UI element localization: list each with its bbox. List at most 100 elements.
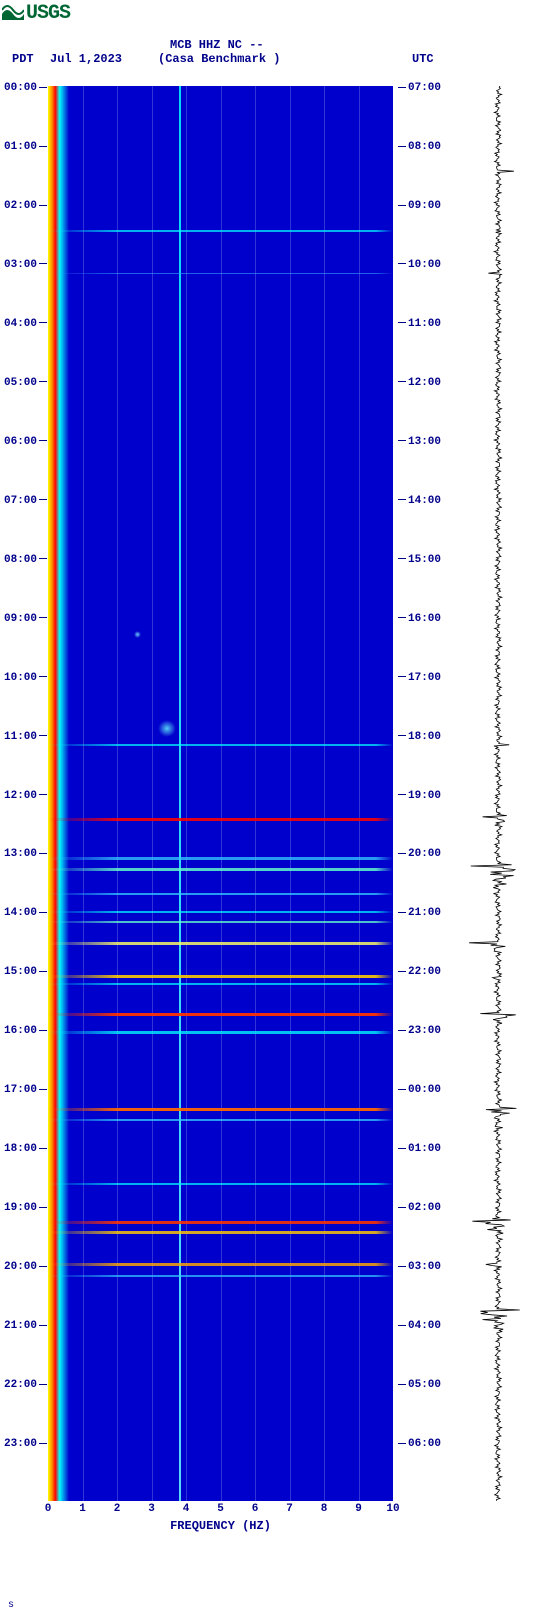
right-time-tick: 11:00: [398, 318, 441, 330]
right-time-tick: 19:00: [398, 790, 441, 802]
grid-line: [152, 86, 153, 1501]
x-tick: 4: [183, 1503, 190, 1515]
tz-left-label: PDT: [12, 52, 34, 66]
left-time-tick: 14:00: [4, 907, 47, 919]
right-time-tick: 01:00: [398, 1143, 441, 1155]
left-time-tick: 01:00: [4, 141, 47, 153]
right-time-tick: 23:00: [398, 1025, 441, 1037]
left-time-tick: 13:00: [4, 848, 47, 860]
x-tick: 6: [252, 1503, 259, 1515]
right-time-tick: 06:00: [398, 1438, 441, 1450]
spectral-event: [48, 975, 393, 978]
spectral-event: [48, 230, 393, 232]
grid-line: [83, 86, 84, 1501]
left-time-tick: 19:00: [4, 1202, 47, 1214]
left-time-tick: 20:00: [4, 1261, 47, 1273]
x-tick: 2: [114, 1503, 121, 1515]
left-time-tick: 15:00: [4, 966, 47, 978]
spectral-event: [48, 1031, 393, 1033]
right-time-tick: 14:00: [398, 495, 441, 507]
left-time-tick: 23:00: [4, 1438, 47, 1450]
grid-line: [255, 86, 256, 1501]
right-time-tick: 17:00: [398, 672, 441, 684]
station-code: MCB HHZ NC --: [170, 38, 264, 52]
spectral-event: [48, 1119, 393, 1121]
spectral-event: [48, 818, 393, 821]
x-tick: 10: [386, 1503, 399, 1515]
left-time-tick: 03:00: [4, 259, 47, 271]
right-time-tick: 15:00: [398, 554, 441, 566]
seismogram-plot: [448, 86, 548, 1501]
left-time-tick: 05:00: [4, 377, 47, 389]
right-time-tick: 21:00: [398, 907, 441, 919]
spectral-event: [48, 744, 393, 746]
spectral-event: [48, 1013, 393, 1017]
grid-line: [186, 86, 187, 1501]
right-time-tick: 03:00: [398, 1261, 441, 1273]
left-time-tick: 04:00: [4, 318, 47, 330]
spectral-event: [48, 868, 393, 871]
right-time-tick: 07:00: [398, 82, 441, 94]
waveform-trace: [469, 86, 520, 1501]
x-tick: 7: [286, 1503, 293, 1515]
right-time-tick: 16:00: [398, 613, 441, 625]
spectral-event: [48, 983, 393, 985]
grid-line: [221, 86, 222, 1501]
left-time-tick: 07:00: [4, 495, 47, 507]
left-time-tick: 16:00: [4, 1025, 47, 1037]
spectral-event: [48, 1275, 393, 1277]
usgs-logo-text: USGS: [26, 2, 70, 25]
persistent-tone-line: [179, 86, 181, 1501]
x-axis-label: FREQUENCY (HZ): [170, 1519, 271, 1533]
right-time-tick: 05:00: [398, 1379, 441, 1391]
right-time-tick: 09:00: [398, 200, 441, 212]
right-time-tick: 12:00: [398, 377, 441, 389]
left-time-tick: 22:00: [4, 1379, 47, 1391]
left-time-tick: 02:00: [4, 200, 47, 212]
frequency-axis: FREQUENCY (HZ) 012345678910: [48, 1501, 393, 1551]
spectral-blob: [134, 631, 141, 638]
spectral-event: [48, 942, 393, 945]
date-label: Jul 1,2023: [50, 52, 122, 66]
right-time-tick: 22:00: [398, 966, 441, 978]
right-time-tick: 10:00: [398, 259, 441, 271]
x-tick: 8: [321, 1503, 328, 1515]
left-time-tick: 21:00: [4, 1320, 47, 1332]
usgs-logo: USGS: [2, 2, 70, 25]
left-time-tick: 18:00: [4, 1143, 47, 1155]
station-location: (Casa Benchmark ): [158, 52, 280, 66]
spectral-event: [48, 1231, 393, 1234]
right-time-tick: 18:00: [398, 731, 441, 743]
tz-right-label: UTC: [412, 52, 434, 66]
right-time-tick: 00:00: [398, 1084, 441, 1096]
x-tick: 9: [355, 1503, 362, 1515]
spectral-event: [48, 1183, 393, 1185]
left-time-tick: 11:00: [4, 731, 47, 743]
left-time-tick: 17:00: [4, 1084, 47, 1096]
x-tick: 1: [79, 1503, 86, 1515]
spectrogram-canvas: [48, 86, 393, 1501]
right-time-tick: 13:00: [398, 436, 441, 448]
left-time-tick: 10:00: [4, 672, 47, 684]
spectral-event: [48, 911, 393, 913]
usgs-wave-icon: [2, 4, 24, 20]
left-time-tick: 08:00: [4, 554, 47, 566]
right-time-tick: 02:00: [398, 1202, 441, 1214]
left-time-tick: 06:00: [4, 436, 47, 448]
left-time-tick: 09:00: [4, 613, 47, 625]
left-time-tick: 00:00: [4, 82, 47, 94]
grid-line: [359, 86, 360, 1501]
spectral-event: [48, 1263, 393, 1266]
spectral-event: [48, 1221, 393, 1224]
spectrogram-plot: [48, 86, 393, 1501]
grid-line: [324, 86, 325, 1501]
spectral-event: [48, 857, 393, 859]
footer-mark: s: [8, 1600, 14, 1611]
right-time-tick: 04:00: [398, 1320, 441, 1332]
spectral-event: [48, 1108, 393, 1112]
low-frequency-band: [48, 86, 69, 1501]
x-tick: 0: [45, 1503, 52, 1515]
x-tick: 5: [217, 1503, 224, 1515]
left-time-tick: 12:00: [4, 790, 47, 802]
spectral-event: [48, 921, 393, 923]
